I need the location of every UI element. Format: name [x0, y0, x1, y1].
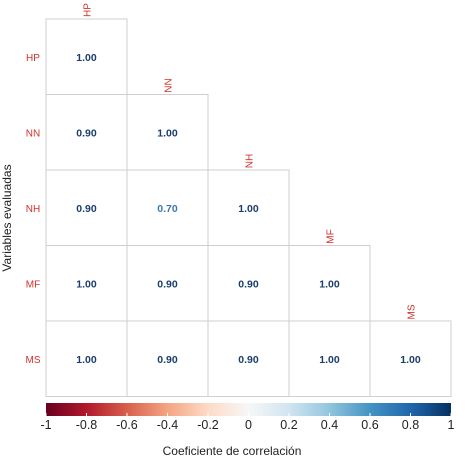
- row-label-hp: HP: [26, 53, 40, 64]
- colorbar-tick-label: -0.2: [197, 418, 219, 432]
- colorbar-legend: -1 -0.8 -0.6 -0.4 -0.2 0 0.2 0.4 0.6 0.8 1: [40, 403, 455, 432]
- colorbar-tick-label: 0.6: [361, 418, 378, 432]
- cell-nh-nh: [207, 169, 290, 246]
- value-label-nh-hp: 0.90: [76, 203, 97, 215]
- row-label-mf: MF: [26, 279, 40, 290]
- row-label-nh: NH: [26, 204, 40, 215]
- column-label-ms: MS: [407, 304, 418, 319]
- y-axis-title: Variables evaluadas: [0, 164, 14, 271]
- cell-nh-hp: [45, 169, 128, 246]
- cell-hp-hp: [45, 18, 128, 95]
- value-label-mf-nn: 0.90: [157, 278, 178, 290]
- row-labels: HP NN NH MF MS: [26, 53, 41, 366]
- cell-ms-ms: [369, 320, 452, 397]
- cell-mf-nn: [126, 245, 209, 322]
- cell-ms-nh: [207, 320, 290, 397]
- colorbar-tick-label: 0: [245, 418, 252, 432]
- value-label-nh-nh: 1.00: [238, 203, 259, 215]
- colorbar: [46, 403, 451, 416]
- cell-nn-hp: [45, 94, 128, 171]
- column-label-mf: MF: [326, 229, 337, 243]
- heatmap-cells: 1.00 0.90 1.00 0.90 0.70 1.00 1.00 0.90 0.90 1.00…: [45, 18, 452, 397]
- colorbar-tick-label: 0.8: [402, 418, 419, 432]
- value-label-nn-hp: 0.90: [76, 127, 97, 139]
- column-label-nn: NN: [164, 78, 175, 92]
- row-label-nn: NN: [26, 128, 40, 139]
- legend-title: Coeficiente de correlación: [163, 444, 302, 458]
- cell-nn-nn: [126, 94, 209, 171]
- colorbar-tick-label: 1: [448, 418, 455, 432]
- value-label-ms-nh: 0.90: [238, 354, 259, 366]
- colorbar-tick-label: -1: [40, 418, 51, 432]
- cell-ms-nn: [126, 320, 209, 397]
- value-label-nh-nn: 0.70: [157, 203, 178, 215]
- column-label-nh: NH: [245, 154, 256, 168]
- value-label-mf-nh: 0.90: [238, 278, 259, 290]
- value-label-hp-hp: 1.00: [76, 52, 97, 64]
- column-labels: HP NN NH MF MS: [83, 3, 418, 320]
- cell-nh-nn: [126, 169, 209, 246]
- value-label-ms-ms: 1.00: [400, 354, 421, 366]
- colorbar-ticks: -1 -0.8 -0.6 -0.4 -0.2 0 0.2 0.4 0.6 0.8 1: [40, 413, 455, 432]
- value-label-mf-mf: 1.00: [319, 278, 340, 290]
- value-label-ms-mf: 1.00: [319, 354, 340, 366]
- value-label-mf-hp: 1.00: [76, 278, 97, 290]
- colorbar-tick-label: -0.4: [157, 418, 179, 432]
- value-label-ms-hp: 1.00: [76, 354, 97, 366]
- colorbar-tick-label: -0.6: [116, 418, 138, 432]
- column-label-hp: HP: [83, 3, 94, 17]
- cell-mf-mf: [288, 245, 371, 322]
- cell-ms-mf: [288, 320, 371, 397]
- value-label-nn-nn: 1.00: [157, 127, 178, 139]
- value-label-ms-nn: 0.90: [157, 354, 178, 366]
- row-label-ms: MS: [26, 355, 41, 366]
- colorbar-tick-label: 0.4: [321, 418, 338, 432]
- colorbar-tick-label: -0.8: [76, 418, 98, 432]
- colorbar-tick-label: 0.2: [280, 418, 297, 432]
